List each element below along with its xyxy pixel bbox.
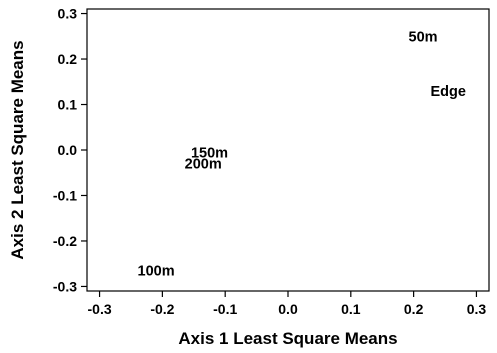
x-tick-label: 0.1: [341, 301, 361, 317]
x-tick-label: 0.2: [404, 301, 424, 317]
data-point-label: 50m: [409, 29, 438, 45]
x-tick-label: -0.3: [88, 301, 112, 317]
y-tick-label: -0.3: [53, 278, 77, 294]
x-tick-label: -0.2: [150, 301, 174, 317]
data-point-label: 200m: [185, 157, 222, 173]
data-point-label: 100m: [138, 264, 175, 280]
x-tick-label: 0.3: [467, 301, 487, 317]
x-axis-title: Axis 1 Least Square Means: [178, 329, 397, 348]
y-tick-label: 0.2: [58, 51, 78, 67]
y-axis: 0.3 0.2 0.1 0.0 -0.1 -0.2 -0.3: [53, 6, 87, 294]
y-tick-label: 0.1: [58, 97, 78, 113]
x-tick-label: -0.1: [213, 301, 237, 317]
y-tick-label: 0.3: [58, 6, 78, 22]
data-point-label: Edge: [430, 84, 465, 100]
data-point-label: 150m: [191, 145, 228, 161]
y-axis-title: Axis 2 Least Square Means: [8, 40, 27, 259]
x-axis: -0.3 -0.2 -0.1 0.0 0.1 0.2 0.3: [88, 291, 487, 317]
y-tick-label: 0.0: [58, 142, 78, 158]
x-tick-label: 0.0: [278, 301, 298, 317]
y-tick-label: -0.2: [53, 233, 77, 249]
plot-frame: [86, 8, 490, 292]
y-tick-label: -0.1: [53, 187, 77, 203]
